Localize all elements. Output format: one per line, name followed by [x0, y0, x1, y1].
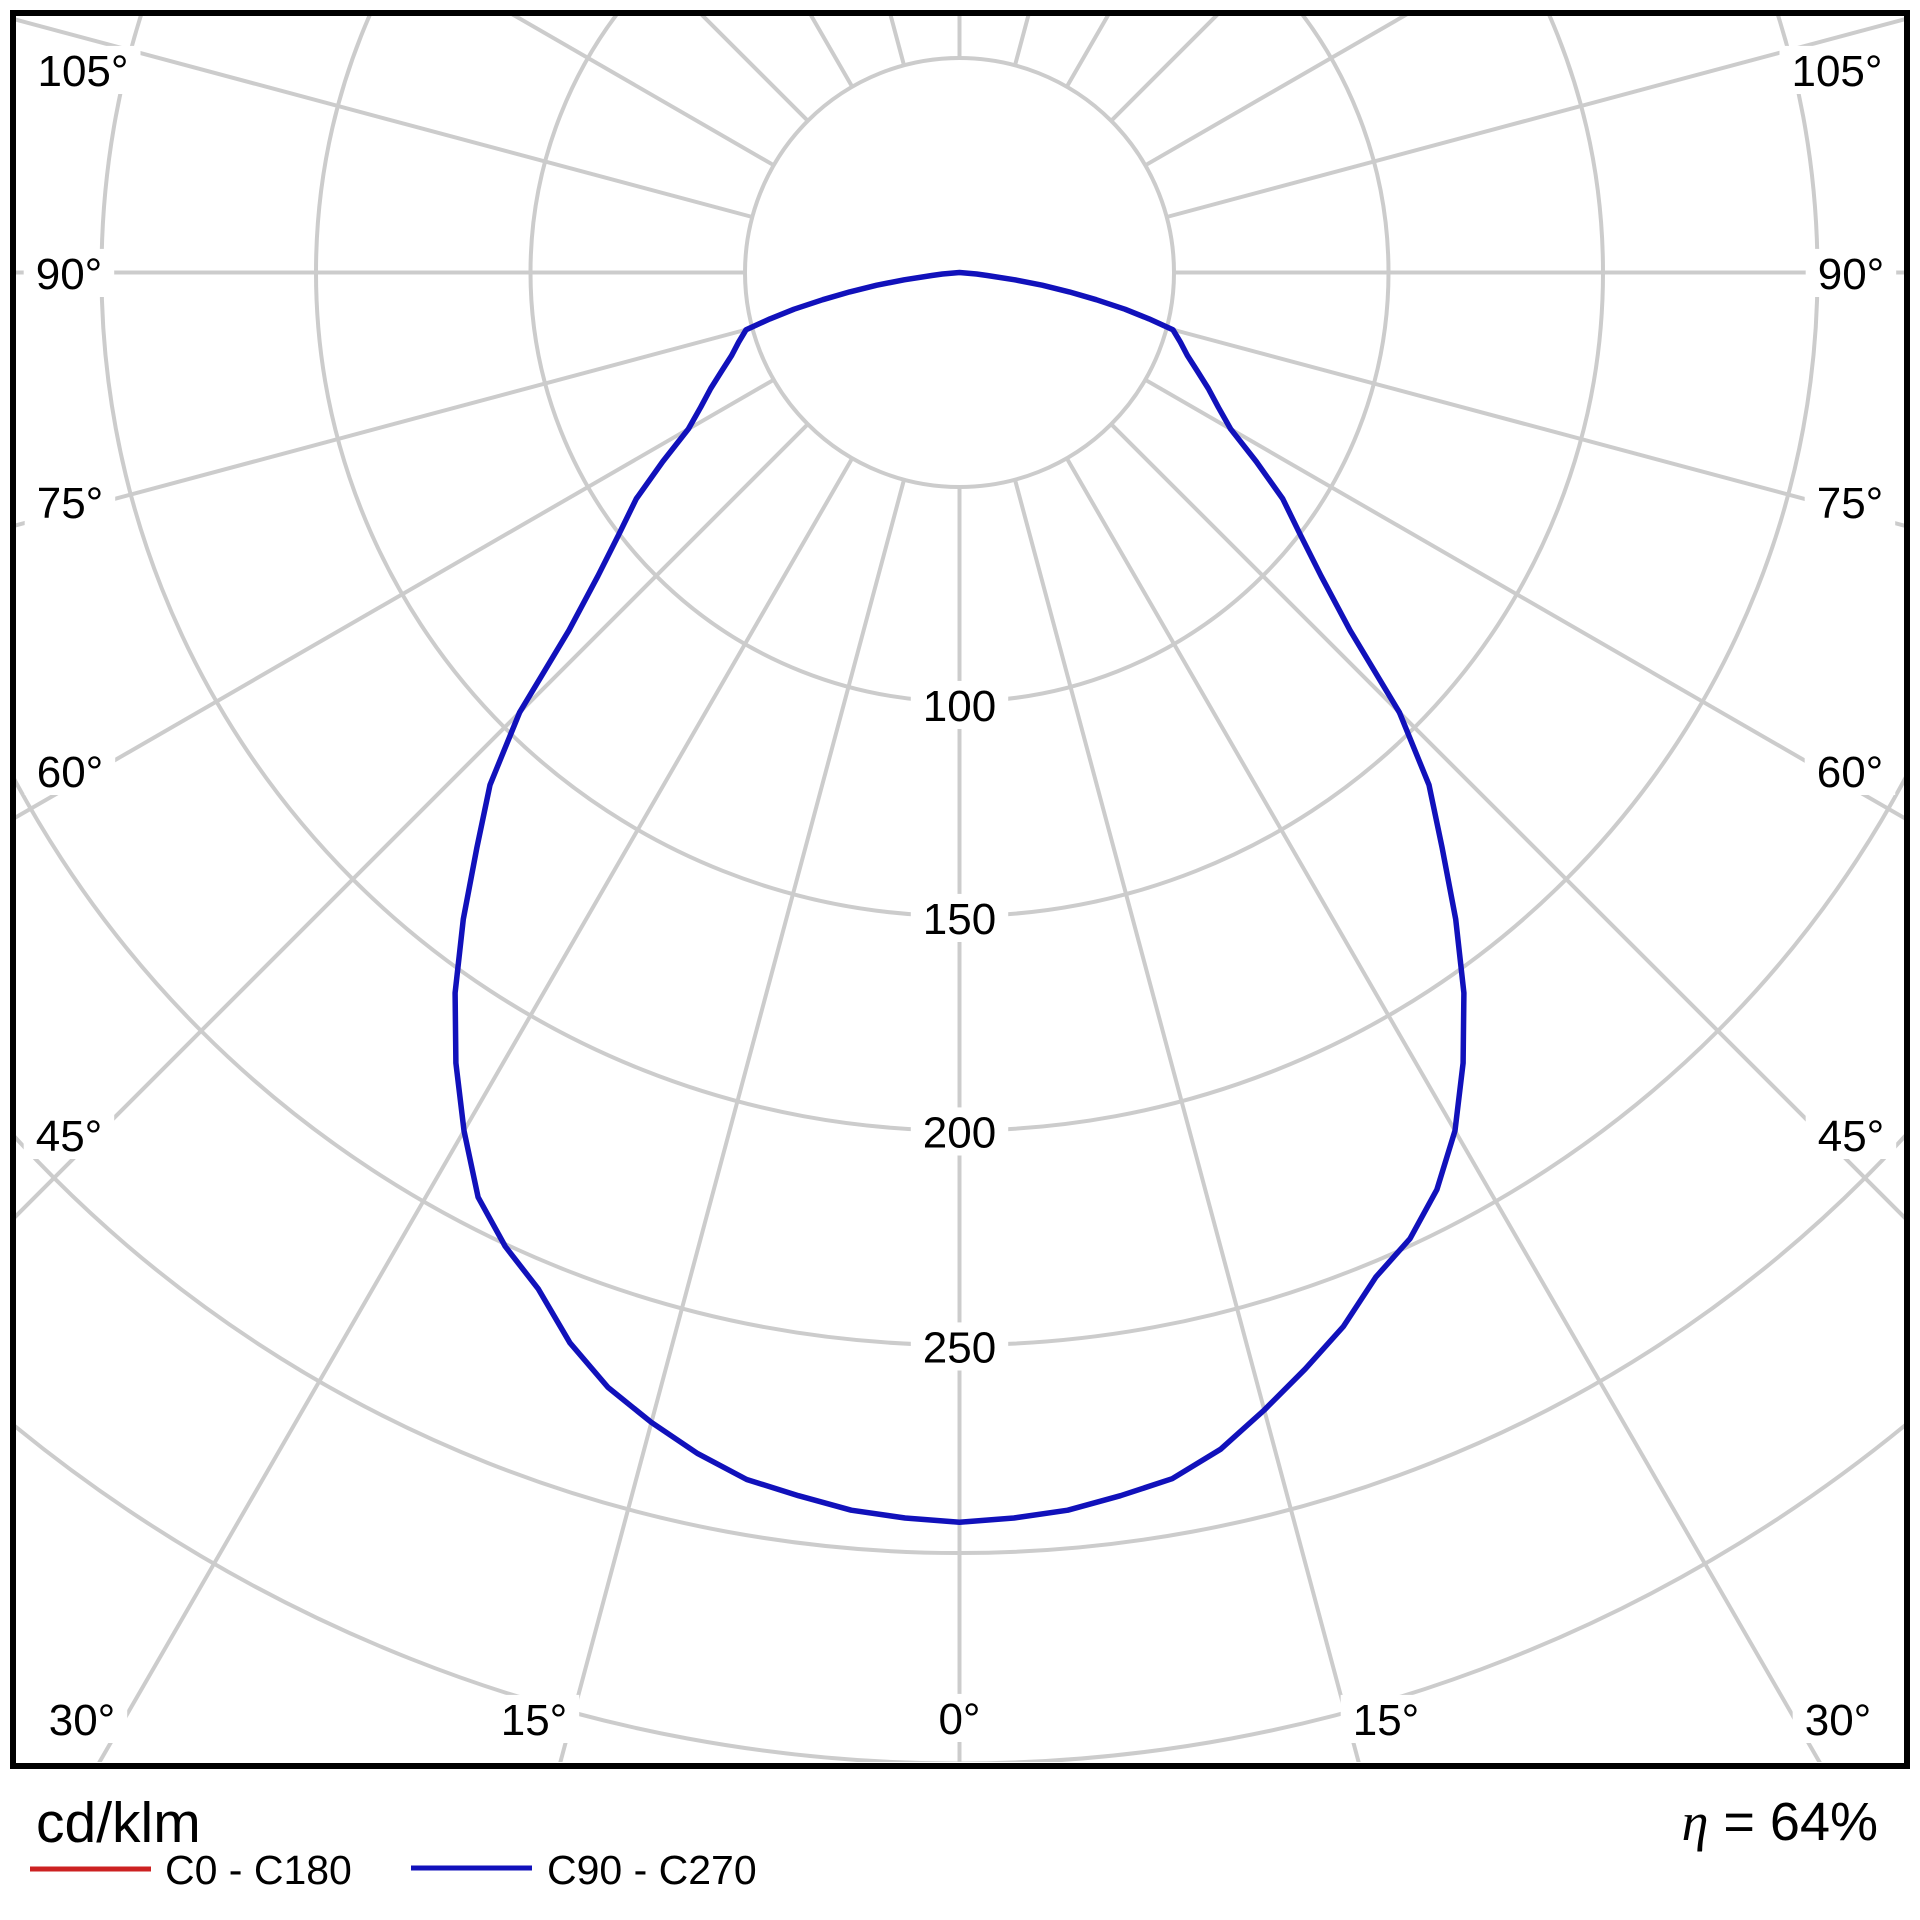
svg-text:30°: 30° [49, 1696, 116, 1745]
svg-text:60°: 60° [1817, 748, 1884, 797]
svg-text:45°: 45° [1818, 1112, 1885, 1161]
svg-text:250: 250 [923, 1324, 996, 1373]
svg-text:90°: 90° [1818, 250, 1885, 299]
svg-text:C0 - C180: C0 - C180 [165, 1847, 352, 1893]
svg-text:45°: 45° [36, 1112, 103, 1161]
svg-text:η = 64%: η = 64% [1682, 1792, 1878, 1852]
svg-text:100: 100 [923, 682, 996, 731]
svg-text:15°: 15° [501, 1696, 568, 1745]
svg-text:C90 - C270: C90 - C270 [547, 1847, 757, 1893]
svg-text:90°: 90° [36, 250, 103, 299]
svg-text:30°: 30° [1805, 1696, 1872, 1745]
svg-text:0°: 0° [938, 1695, 980, 1744]
svg-text:75°: 75° [37, 479, 104, 528]
svg-text:60°: 60° [37, 748, 104, 797]
svg-text:75°: 75° [1817, 479, 1884, 528]
svg-text:150: 150 [923, 895, 996, 944]
svg-text:105°: 105° [37, 47, 128, 96]
svg-text:105°: 105° [1791, 47, 1882, 96]
svg-text:200: 200 [923, 1109, 996, 1158]
svg-text:cd/klm: cd/klm [36, 1791, 201, 1855]
svg-text:15°: 15° [1353, 1696, 1420, 1745]
